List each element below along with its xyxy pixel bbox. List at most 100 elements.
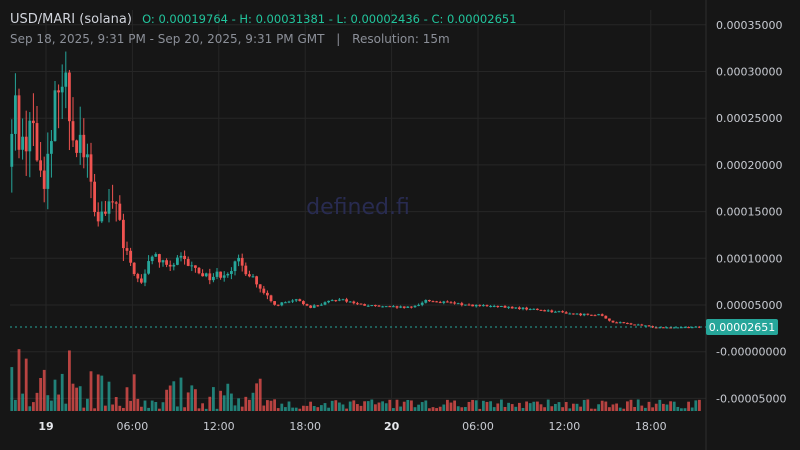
candle-body[interactable] (356, 303, 359, 305)
candle-body[interactable] (197, 267, 201, 274)
candle-body[interactable] (496, 305, 500, 307)
candle-body[interactable] (536, 308, 539, 310)
candle-body[interactable] (298, 299, 302, 302)
candle-body[interactable] (172, 264, 176, 267)
candle-body[interactable] (244, 265, 248, 275)
candle-body[interactable] (14, 95, 17, 134)
candle-body[interactable] (255, 276, 258, 285)
candle-body[interactable] (611, 320, 615, 323)
candle-body[interactable] (154, 254, 158, 257)
candle-body[interactable] (615, 322, 618, 324)
candle-body[interactable] (237, 257, 240, 262)
candle-body[interactable] (140, 278, 143, 283)
candle-body[interactable] (654, 327, 658, 329)
candle-body[interactable] (568, 313, 572, 315)
candle-body[interactable] (129, 250, 132, 263)
candle-body[interactable] (478, 304, 482, 306)
candle-body[interactable] (132, 262, 136, 275)
candle-body[interactable] (21, 136, 24, 150)
candle-body[interactable] (212, 276, 215, 281)
candle-body[interactable] (438, 302, 442, 304)
candle-body[interactable] (114, 202, 118, 204)
candle-body[interactable] (345, 299, 348, 302)
candle-body[interactable] (294, 299, 298, 301)
candle-body[interactable] (194, 265, 197, 268)
candle-body[interactable] (287, 301, 291, 303)
candle-body[interactable] (449, 302, 453, 304)
candle-body[interactable] (104, 211, 107, 214)
candle-body[interactable] (377, 305, 381, 307)
candle-body[interactable] (330, 300, 334, 302)
candle-body[interactable] (57, 90, 60, 93)
candles[interactable] (10, 51, 701, 329)
candle-body[interactable] (86, 154, 89, 158)
candle-body[interactable] (683, 327, 687, 329)
candle-body[interactable] (186, 259, 190, 266)
candle-body[interactable] (417, 304, 420, 306)
candle-body[interactable] (485, 305, 489, 307)
candle-body[interactable] (640, 324, 644, 326)
candle-body[interactable] (118, 203, 122, 220)
candle-body[interactable] (312, 305, 316, 308)
candle-body[interactable] (428, 300, 431, 302)
candle-body[interactable] (233, 261, 237, 272)
candle-body[interactable] (406, 306, 410, 308)
candle-body[interactable] (75, 140, 78, 153)
candle-body[interactable] (503, 306, 507, 308)
candle-body[interactable] (280, 302, 284, 306)
candle-body[interactable] (629, 323, 633, 325)
candle-body[interactable] (302, 301, 305, 305)
candle-body[interactable] (420, 302, 424, 305)
candle-body[interactable] (17, 95, 21, 150)
candle-body[interactable] (50, 141, 53, 154)
candle-body[interactable] (554, 311, 557, 313)
candle-body[interactable] (446, 301, 449, 303)
candle-body[interactable] (633, 324, 636, 326)
candle-body[interactable] (107, 201, 111, 214)
candle-body[interactable] (662, 327, 665, 329)
candle-body[interactable] (572, 313, 575, 315)
candle-body[interactable] (456, 303, 460, 305)
candle-body[interactable] (338, 299, 341, 301)
candle-body[interactable] (136, 274, 140, 279)
candle-body[interactable] (575, 313, 579, 315)
candle-body[interactable] (636, 324, 640, 326)
candle-body[interactable] (435, 301, 438, 303)
candle-body[interactable] (539, 309, 543, 311)
candle-body[interactable] (251, 276, 255, 278)
candle-body[interactable] (158, 254, 161, 263)
candle-body[interactable] (143, 273, 147, 283)
candle-body[interactable] (658, 327, 662, 329)
candle-body[interactable] (474, 304, 478, 307)
candle-body[interactable] (410, 306, 413, 308)
candle-body[interactable] (651, 326, 654, 328)
candle-body[interactable] (532, 308, 536, 310)
candle-body[interactable] (500, 306, 503, 308)
candle-body[interactable] (28, 120, 32, 152)
candle-body[interactable] (93, 181, 96, 213)
candle-body[interactable] (687, 327, 690, 329)
candle-body[interactable] (518, 307, 521, 310)
candle-body[interactable] (626, 322, 629, 324)
candle-body[interactable] (352, 301, 356, 304)
candle-body[interactable] (46, 153, 50, 189)
candle-body[interactable] (10, 133, 14, 167)
candle-body[interactable] (442, 301, 446, 303)
candle-body[interactable] (53, 90, 57, 142)
candle-body[interactable] (230, 271, 233, 274)
candle-body[interactable] (647, 325, 651, 327)
candle-body[interactable] (521, 307, 525, 310)
candle-body[interactable] (82, 134, 86, 158)
candle-body[interactable] (392, 306, 395, 308)
candle-body[interactable] (262, 288, 266, 293)
candle-body[interactable] (388, 306, 392, 308)
candle-body[interactable] (381, 306, 384, 308)
candle-body[interactable] (618, 322, 622, 324)
candle-body[interactable] (590, 314, 593, 316)
candle-body[interactable] (471, 304, 474, 307)
candle-body[interactable] (240, 257, 244, 266)
candle-body[interactable] (366, 305, 370, 307)
candle-body[interactable] (309, 305, 312, 308)
candle-body[interactable] (258, 284, 262, 289)
